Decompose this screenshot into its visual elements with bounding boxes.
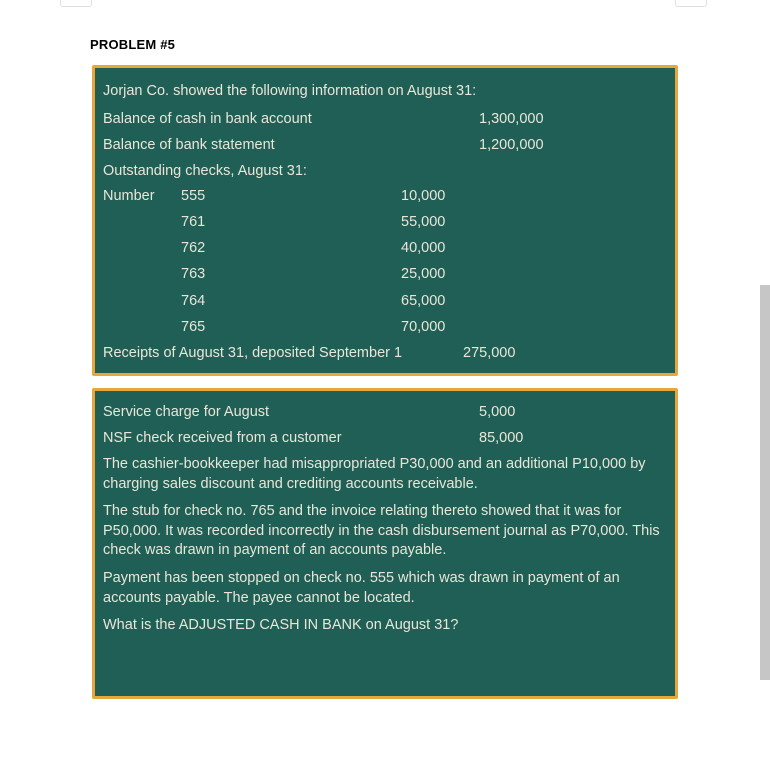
label: Service charge for August xyxy=(103,403,479,423)
check-num: 765 xyxy=(181,318,401,338)
page: PROBLEM #5 Jorjan Co. showed the followi… xyxy=(0,0,770,764)
scrollbar-thumb[interactable] xyxy=(760,285,770,680)
nav-stub-right xyxy=(675,0,707,7)
slide-2: Service charge for August 5,000 NSF chec… xyxy=(92,388,678,699)
check-amt: 10,000 xyxy=(401,187,491,207)
check-num: 764 xyxy=(181,292,401,312)
check-amt: 25,000 xyxy=(401,265,491,285)
row-balance-cash: Balance of cash in bank account 1,300,00… xyxy=(103,110,667,130)
spacer xyxy=(103,265,181,285)
slide-1: Jorjan Co. showed the following informat… xyxy=(92,65,678,376)
problem-heading: PROBLEM #5 xyxy=(90,37,175,52)
question: What is the ADJUSTED CASH IN BANK on Aug… xyxy=(103,616,665,636)
amount: 1,300,000 xyxy=(479,110,544,130)
label: Balance of bank statement xyxy=(103,136,479,156)
row-service-charge: Service charge for August 5,000 xyxy=(103,403,667,423)
check-amt: 65,000 xyxy=(401,292,491,312)
check-row-0: Number 555 10,000 xyxy=(103,187,667,207)
row-receipts: Receipts of August 31, deposited Septemb… xyxy=(103,344,667,364)
intro-line: Jorjan Co. showed the following informat… xyxy=(103,82,665,102)
spacer xyxy=(103,318,181,338)
para-stub: The stub for check no. 765 and the invoi… xyxy=(103,502,665,561)
amount: 85,000 xyxy=(479,429,523,449)
amount: 5,000 xyxy=(479,403,515,423)
amount: 1,200,000 xyxy=(479,136,544,156)
outstanding-header: Outstanding checks, August 31: xyxy=(103,162,665,182)
row-nsf: NSF check received from a customer 85,00… xyxy=(103,429,667,449)
row-balance-bank: Balance of bank statement 1,200,000 xyxy=(103,136,667,156)
label: Balance of cash in bank account xyxy=(103,110,479,130)
para-misappropriated: The cashier-bookkeeper had misappropriat… xyxy=(103,455,665,494)
amount: 275,000 xyxy=(463,344,515,364)
nav-stub-left xyxy=(60,0,92,7)
check-amt: 70,000 xyxy=(401,318,491,338)
check-row-5: 765 70,000 xyxy=(103,318,667,338)
spacer xyxy=(103,213,181,233)
spacer xyxy=(103,292,181,312)
check-row-3: 763 25,000 xyxy=(103,265,667,285)
label: Receipts of August 31, deposited Septemb… xyxy=(103,344,463,364)
col-number-label: Number xyxy=(103,187,181,207)
check-num: 555 xyxy=(181,187,401,207)
check-num: 763 xyxy=(181,265,401,285)
check-amt: 40,000 xyxy=(401,239,491,259)
para-stop: Payment has been stopped on check no. 55… xyxy=(103,569,665,608)
spacer xyxy=(103,239,181,259)
label: NSF check received from a customer xyxy=(103,429,479,449)
check-row-2: 762 40,000 xyxy=(103,239,667,259)
check-row-1: 761 55,000 xyxy=(103,213,667,233)
check-row-4: 764 65,000 xyxy=(103,292,667,312)
check-num: 762 xyxy=(181,239,401,259)
check-num: 761 xyxy=(181,213,401,233)
check-amt: 55,000 xyxy=(401,213,491,233)
